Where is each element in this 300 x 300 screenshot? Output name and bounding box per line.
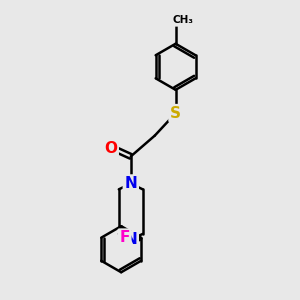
Text: F: F [119,230,130,245]
Text: S: S [170,106,181,121]
Text: O: O [104,141,117,156]
Text: N: N [124,176,137,191]
Text: CH₃: CH₃ [172,15,193,26]
Text: N: N [124,232,137,247]
